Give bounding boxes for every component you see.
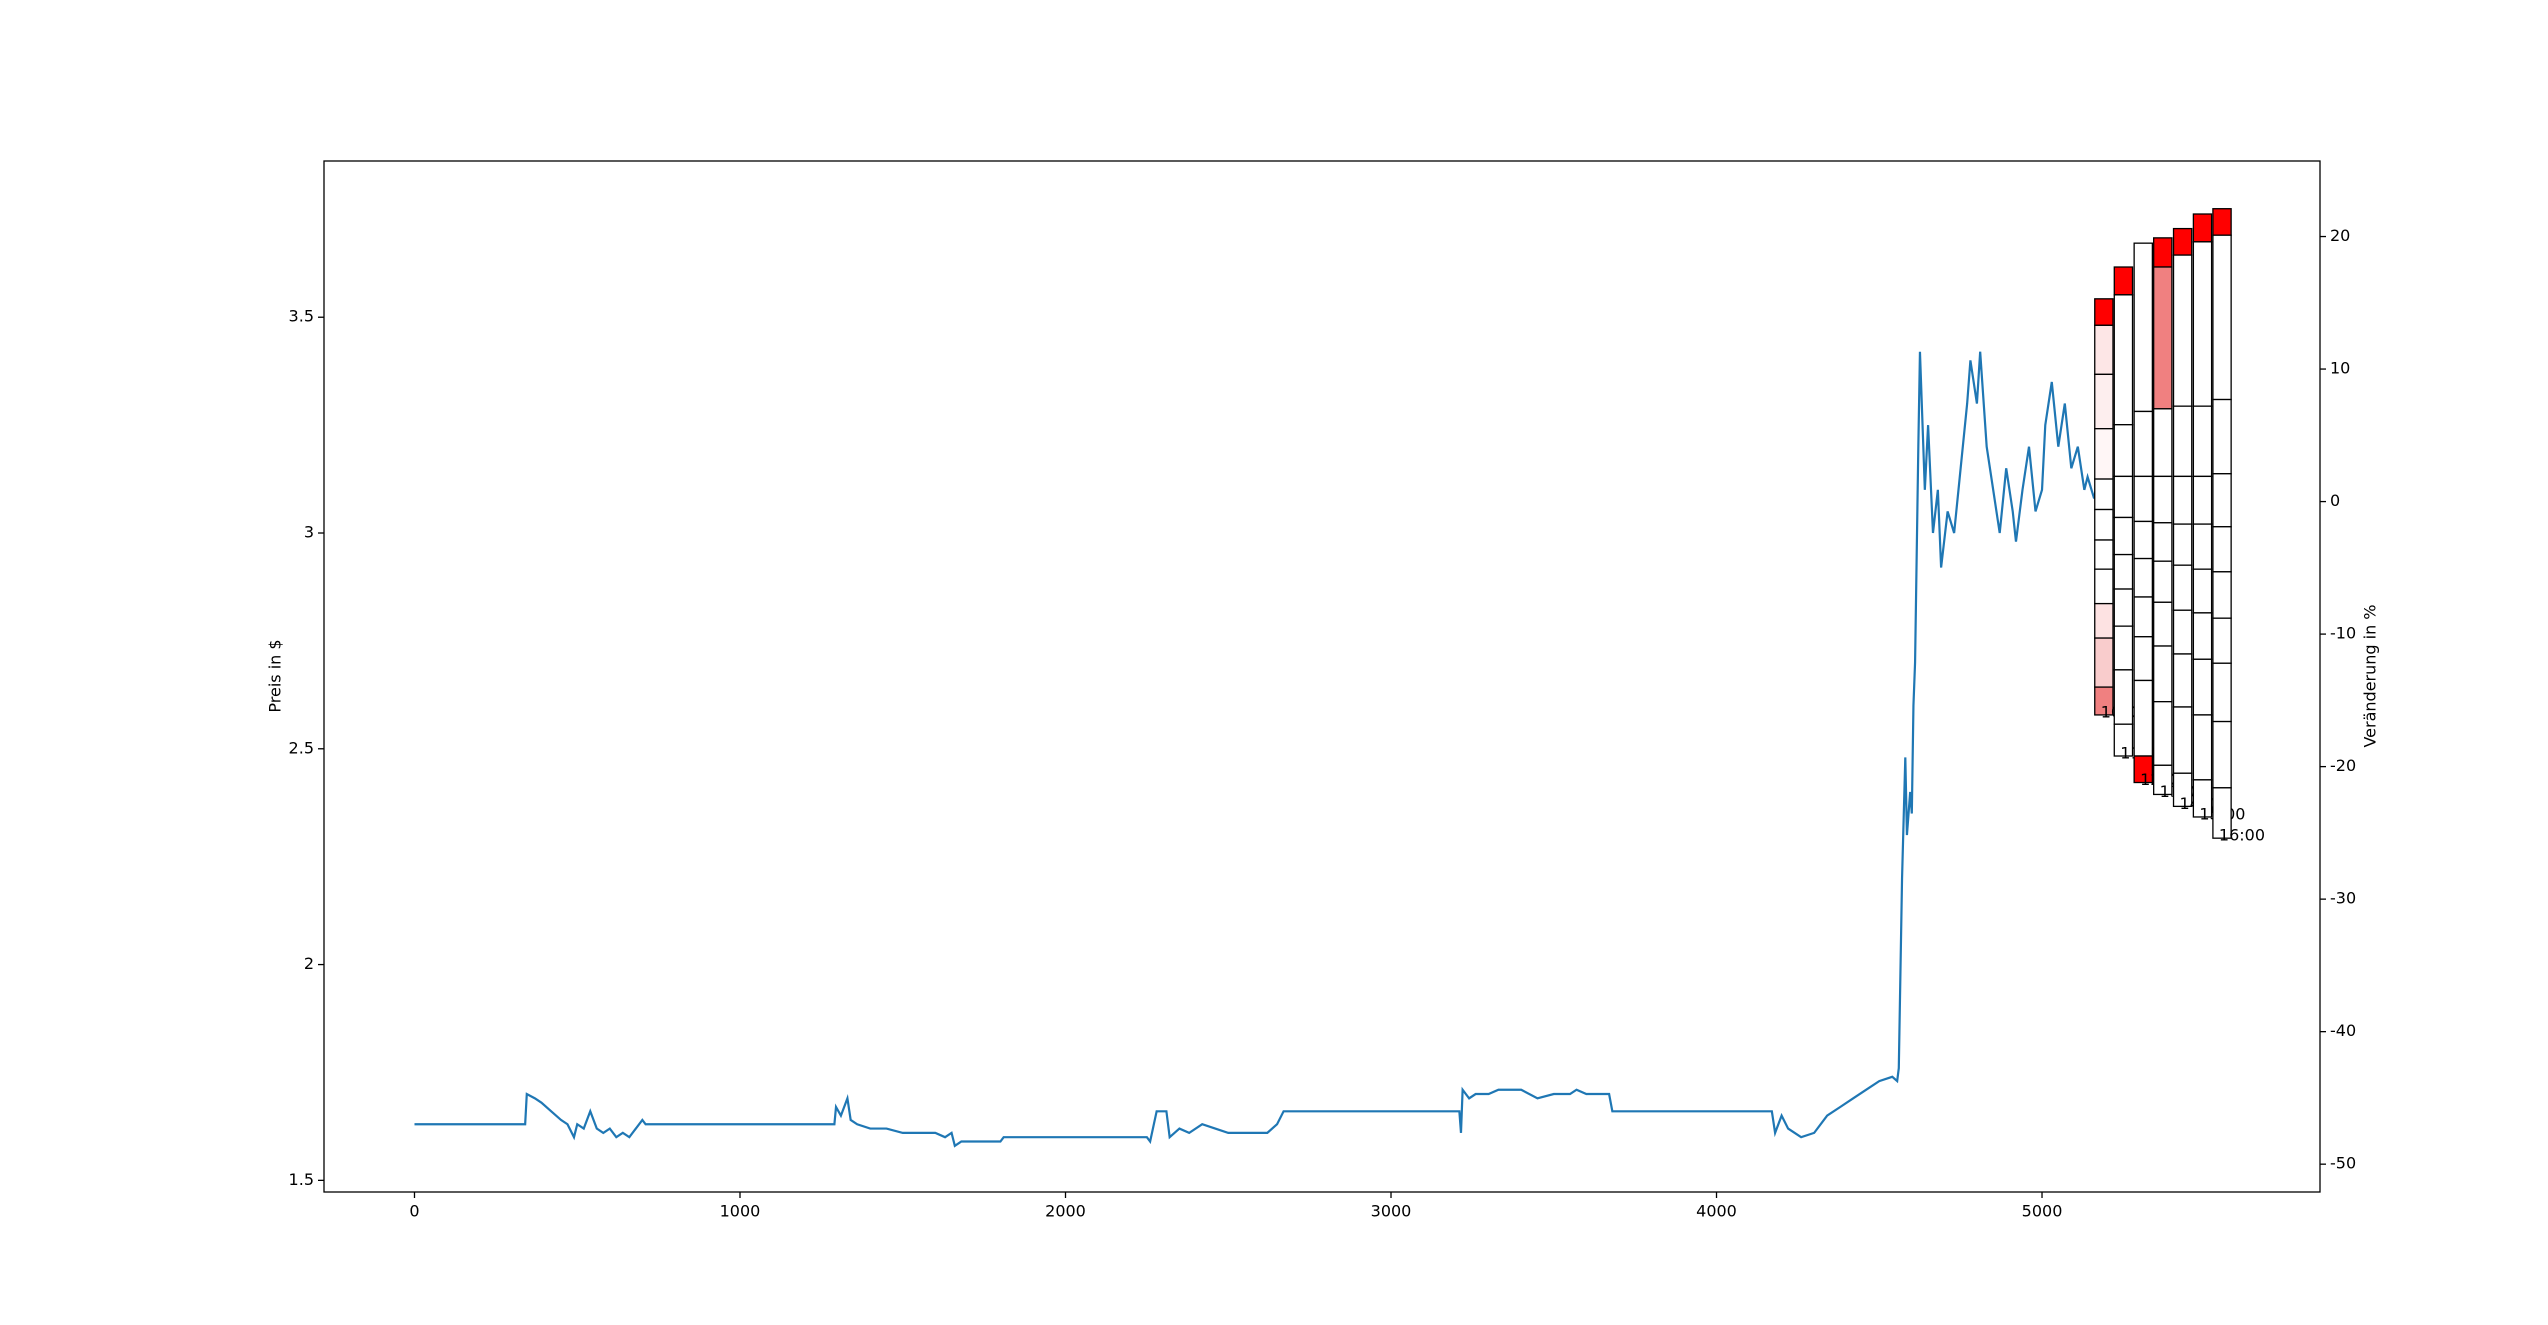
profile-box	[2172, 706, 2193, 774]
profile-box	[2212, 473, 2232, 528]
y2-tick-label: -10	[2330, 624, 2356, 643]
profile-box	[2153, 266, 2173, 410]
profile-box	[2212, 526, 2232, 573]
profile-box	[2153, 701, 2173, 766]
profile-box	[2094, 568, 2114, 605]
x-tick-label: 2000	[1045, 1202, 1086, 1221]
profile-box	[2133, 557, 2154, 598]
x-tick-label: 5000	[2022, 1202, 2063, 1221]
profile-box	[2192, 568, 2213, 614]
profile-box	[2172, 254, 2193, 407]
x-tick-label: 0	[409, 1202, 419, 1221]
profile-box	[2192, 405, 2213, 478]
profile-box	[2094, 686, 2114, 716]
profile-box	[2192, 523, 2213, 570]
profile-box	[2172, 227, 2193, 256]
profile-box	[2113, 294, 2134, 426]
profile-box	[2172, 405, 2193, 478]
profile-box	[2094, 637, 2114, 688]
profile-box	[2212, 234, 2232, 401]
profile-box	[2153, 560, 2173, 603]
x-tick-label: 3000	[1371, 1202, 1412, 1221]
profile-box	[2113, 588, 2134, 627]
profile-box	[2133, 636, 2154, 682]
profile-box	[2113, 669, 2134, 725]
profile-box	[2133, 475, 2154, 523]
profile-box	[2212, 571, 2232, 619]
profile-box	[2094, 324, 2114, 376]
profile-box	[2113, 266, 2134, 296]
y2-tick-label: 0	[2330, 491, 2340, 510]
y-tick-label: 1.5	[289, 1170, 314, 1189]
profile-box	[2133, 242, 2154, 413]
y-tick-label: 2	[304, 954, 314, 973]
profile-box	[2212, 208, 2232, 236]
profile-box	[2153, 475, 2173, 524]
y2-tick-label: 20	[2330, 226, 2350, 245]
profile-box	[2113, 723, 2134, 757]
profile-box	[2113, 475, 2134, 519]
y2-axis-label: Veränderung in %	[2361, 604, 2380, 747]
profile-box	[2192, 612, 2213, 660]
profile-box	[2153, 237, 2173, 268]
profile-box	[2094, 428, 2114, 480]
profile-box	[2153, 408, 2173, 478]
profile-box	[2133, 679, 2154, 757]
plot-frame	[323, 160, 2321, 1193]
y2-tick-label: -20	[2330, 756, 2356, 775]
y2-tick-label: -40	[2330, 1021, 2356, 1040]
x-tick-label: 4000	[1696, 1202, 1737, 1221]
profile-box	[2133, 410, 2154, 478]
profile-box	[2094, 539, 2114, 570]
profile-box	[2212, 617, 2232, 664]
profile-box	[2153, 601, 2173, 647]
profile-box	[2133, 520, 2154, 560]
profile-box	[2094, 298, 2114, 326]
y-tick-label: 3	[304, 523, 314, 542]
y-tick-label: 3.5	[289, 307, 314, 326]
profile-box	[2192, 475, 2213, 525]
profile-box	[2192, 213, 2213, 243]
profile-box	[2094, 508, 2114, 541]
profile-box	[2172, 772, 2193, 808]
profile-box	[2212, 787, 2232, 839]
profile-box	[2113, 625, 2134, 671]
profile-box	[2094, 602, 2114, 639]
profile-box	[2094, 478, 2114, 511]
profile-box	[2212, 398, 2232, 475]
y2-tick-label: -50	[2330, 1154, 2356, 1173]
profile-box	[2172, 609, 2193, 655]
profile-box	[2153, 764, 2173, 796]
profile-label: 16:00	[2219, 826, 2265, 845]
x-tick-label: 1000	[720, 1202, 761, 1221]
profile-box	[2113, 516, 2134, 556]
profile-box	[2212, 720, 2232, 789]
profile-box	[2192, 241, 2213, 407]
profile-box	[2172, 475, 2193, 525]
profile-box	[2212, 662, 2232, 723]
profile-box	[2172, 564, 2193, 611]
profile-box	[2094, 373, 2114, 430]
profile-box	[2192, 658, 2213, 716]
profile-box	[2113, 553, 2134, 590]
y2-tick-label: 10	[2330, 359, 2350, 378]
y-axis-label: Preis in $	[266, 639, 285, 712]
profile-box	[2192, 779, 2213, 818]
price-line	[414, 351, 2099, 1148]
profile-box	[2133, 755, 2154, 784]
profile-box	[2172, 653, 2193, 708]
profile-box	[2153, 645, 2173, 703]
profile-box	[2172, 523, 2193, 566]
profile-box	[2133, 596, 2154, 638]
y2-tick-label: -30	[2330, 889, 2356, 908]
profile-box	[2192, 714, 2213, 781]
profile-box	[2113, 424, 2134, 478]
profile-box	[2153, 522, 2173, 562]
y-tick-label: 2.5	[289, 738, 314, 757]
